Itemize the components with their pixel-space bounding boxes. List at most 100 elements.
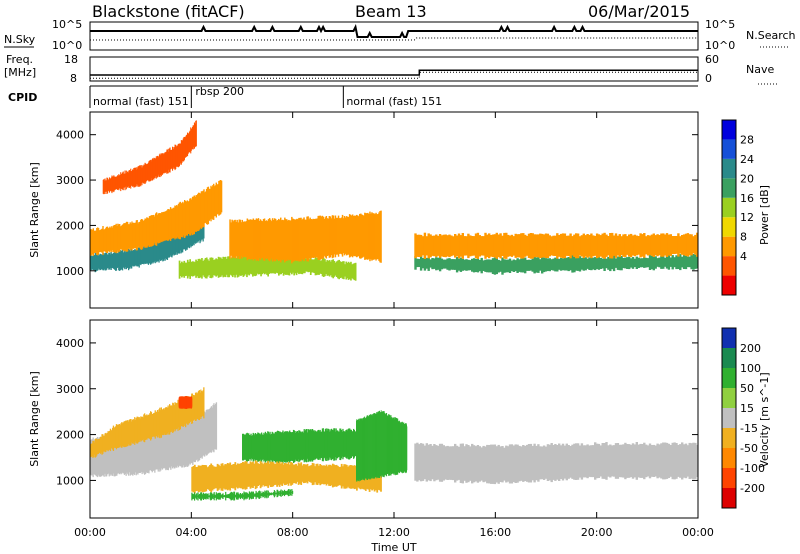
- heatmap-cell: [108, 179, 110, 192]
- heatmap-cell: [144, 431, 146, 475]
- heatmap-cell: [93, 440, 95, 474]
- heatmap-cell: [448, 446, 451, 480]
- heatmap-cell: [112, 438, 115, 474]
- heatmap-cell: [103, 435, 105, 451]
- heatmap-cell: [429, 259, 432, 268]
- heatmap-cell: [559, 233, 563, 258]
- heatmap-cell: [650, 234, 654, 256]
- heatmap-cell: [305, 258, 307, 272]
- heatmap-cell: [155, 412, 157, 437]
- heatmap-cell: [292, 429, 295, 463]
- heatmap-cell: [620, 236, 623, 255]
- heatmap-cell: [129, 251, 131, 267]
- colorbar-swatch: [722, 468, 736, 488]
- heatmap-cell: [198, 414, 201, 461]
- heatmap-cell: [380, 210, 382, 263]
- heatmap-cell: [272, 432, 274, 462]
- heatmap-cell: [618, 444, 621, 478]
- heatmap-cell: [238, 464, 240, 488]
- heatmap-cell: [446, 445, 449, 480]
- heatmap-cell: [254, 493, 256, 497]
- heatmap-cell: [131, 421, 133, 443]
- heatmap-cell: [258, 491, 260, 499]
- heatmap-cell: [146, 414, 148, 440]
- heatmap-cell: [172, 207, 174, 239]
- heatmap-cell: [584, 257, 587, 271]
- heatmap-cell: [259, 433, 261, 461]
- heatmap-cell: [205, 465, 208, 492]
- heatmap-cell: [245, 221, 247, 258]
- heatmap-cell: [142, 417, 144, 440]
- heatmap-cell: [484, 232, 487, 259]
- heatmap-cell: [616, 235, 620, 256]
- heatmap-cell: [273, 433, 276, 461]
- heatmap-cell: [254, 433, 257, 462]
- heatmap-cell: [314, 257, 317, 276]
- heatmap-cell: [486, 259, 489, 273]
- heatmap-cell: [269, 431, 271, 463]
- heatmap-cell: [125, 420, 127, 447]
- heatmap-cell: [198, 192, 201, 230]
- heatmap-cell: [283, 491, 285, 495]
- heatmap-cell: [112, 176, 114, 192]
- heatmap-cell: [246, 492, 248, 499]
- heatmap-cell: [567, 235, 570, 256]
- heatmap-cell: [302, 218, 304, 260]
- heatmap-cell: [147, 415, 149, 439]
- heatmap-cell: [238, 494, 240, 498]
- heatmap-cell: [165, 151, 167, 173]
- heatmap-cell: [340, 428, 342, 461]
- heatmap-cell: [156, 157, 158, 177]
- heatmap-cell: [140, 165, 142, 187]
- heatmap-cell: [352, 465, 354, 489]
- heatmap-cell: [520, 446, 523, 481]
- heatmap-cell: [253, 219, 256, 260]
- heatmap-cell: [442, 259, 445, 269]
- heatmap-cell: [375, 212, 377, 261]
- heatmap-cell: [306, 258, 308, 272]
- heatmap-cell: [266, 434, 268, 461]
- heatmap-cell: [478, 259, 481, 272]
- heatmap-cell: [169, 238, 172, 256]
- heatmap-cell: [191, 422, 193, 464]
- heatmap-cell: [167, 149, 169, 173]
- heatmap-cell: [138, 166, 140, 186]
- heatmap-cell: [213, 186, 216, 217]
- heatmap-cell: [629, 233, 633, 258]
- heatmap-cell: [140, 219, 143, 250]
- nsky-tick-top-left: 10^5: [52, 18, 82, 31]
- heatmap-cell: [175, 232, 177, 255]
- heatmap-cell: [120, 225, 123, 250]
- heatmap-cell: [204, 192, 206, 224]
- heatmap-cell: [113, 175, 115, 193]
- heatmap-cell: [224, 464, 227, 490]
- heatmap-cell: [269, 461, 272, 487]
- heatmap-cell: [110, 178, 112, 192]
- heatmap-cell: [425, 257, 428, 269]
- heatmap-cell: [253, 494, 255, 497]
- heatmap-cell: [294, 219, 296, 261]
- heatmap-cell: [463, 259, 466, 271]
- heatmap-cell: [172, 149, 174, 168]
- heatmap-cell: [137, 247, 140, 267]
- heatmap-cell: [599, 235, 602, 257]
- heatmap-cell: [224, 256, 227, 278]
- heatmap-cell: [255, 254, 258, 276]
- heatmap-cell: [180, 227, 182, 254]
- heatmap-cell: [178, 202, 181, 240]
- heatmap-cell: [330, 218, 333, 256]
- heatmap-cell: [652, 444, 655, 477]
- heatmap-cell: [264, 431, 267, 463]
- heatmap-cell: [192, 126, 194, 150]
- heatmap-cell: [122, 252, 124, 268]
- heatmap-cell: [184, 200, 186, 238]
- heatmap-cell: [310, 465, 313, 483]
- heatmap-cell: [662, 442, 665, 480]
- heatmap-cell: [278, 431, 280, 463]
- heatmap-cell: [282, 464, 285, 484]
- heatmap-cell: [304, 257, 306, 274]
- heatmap-cell: [628, 444, 631, 478]
- heatmap-cell: [495, 446, 498, 483]
- heatmap-cell: [106, 432, 108, 451]
